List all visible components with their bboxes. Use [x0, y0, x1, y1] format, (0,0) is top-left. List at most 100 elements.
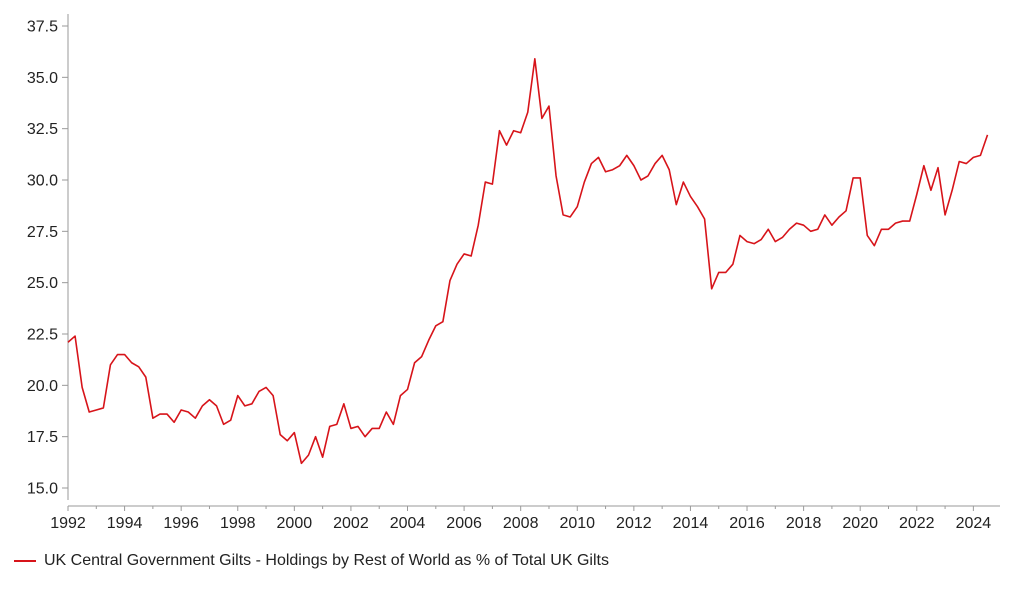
data-point	[350, 428, 352, 430]
data-point	[774, 241, 776, 243]
data-point	[442, 321, 444, 323]
data-point	[159, 413, 161, 415]
x-tick-label: 2016	[729, 515, 765, 532]
x-tick-label: 2008	[503, 515, 539, 532]
data-point	[923, 165, 925, 167]
data-point	[654, 163, 656, 165]
y-tick-label: 15.0	[27, 481, 58, 498]
data-point	[873, 245, 875, 247]
data-point	[902, 220, 904, 222]
data-point	[555, 175, 557, 177]
data-point	[640, 179, 642, 181]
data-point	[682, 181, 684, 183]
data-point	[145, 376, 147, 378]
x-tick-label: 1996	[163, 515, 199, 532]
data-point	[138, 366, 140, 368]
data-point	[958, 161, 960, 163]
data-point	[95, 409, 97, 411]
data-point	[484, 181, 486, 183]
data-point	[265, 386, 267, 388]
data-point	[930, 189, 932, 191]
data-point	[251, 403, 253, 405]
data-point	[124, 354, 126, 356]
data-point	[980, 154, 982, 156]
data-point	[690, 196, 692, 198]
data-point	[612, 169, 614, 171]
data-point	[753, 243, 755, 245]
data-point	[881, 228, 883, 230]
data-point	[428, 339, 430, 341]
data-point	[895, 222, 897, 224]
data-point	[548, 105, 550, 107]
data-point	[746, 241, 748, 243]
axes	[67, 14, 1000, 507]
data-point	[506, 144, 508, 146]
data-point	[74, 335, 76, 337]
data-point	[824, 214, 826, 216]
data-point	[810, 230, 812, 232]
data-point	[279, 434, 281, 436]
data-point	[371, 428, 373, 430]
data-point	[117, 354, 119, 356]
data-point	[180, 409, 182, 411]
data-point	[796, 222, 798, 224]
x-tick-label: 2010	[559, 515, 595, 532]
data-point	[67, 341, 69, 343]
data-point	[859, 177, 861, 179]
data-point	[230, 419, 232, 421]
data-point	[916, 193, 918, 195]
y-tick-label: 27.5	[27, 224, 58, 241]
data-point	[414, 362, 416, 364]
y-tick-label: 32.5	[27, 121, 58, 138]
legend: UK Central Government Gilts - Holdings b…	[14, 552, 609, 570]
data-point	[697, 206, 699, 208]
x-tick-label: 2024	[956, 515, 992, 532]
x-tick-label: 2014	[673, 515, 709, 532]
data-point	[732, 263, 734, 265]
data-point	[286, 440, 288, 442]
data-point	[619, 165, 621, 167]
data-point	[237, 395, 239, 397]
data-point	[322, 456, 324, 458]
data-point	[102, 407, 104, 409]
data-point	[704, 218, 706, 220]
data-point	[258, 391, 260, 393]
y-tick-label: 17.5	[27, 429, 58, 446]
x-tick-label: 2018	[786, 515, 822, 532]
data-point	[357, 426, 359, 428]
data-point	[944, 214, 946, 216]
data-point	[838, 216, 840, 218]
x-tick-label: 2020	[842, 515, 878, 532]
data-point	[718, 272, 720, 274]
data-point	[562, 214, 564, 216]
x-tick-label: 2012	[616, 515, 652, 532]
data-point	[845, 210, 847, 212]
data-point	[187, 411, 189, 413]
data-point	[781, 237, 783, 239]
data-point	[81, 386, 83, 388]
data-point	[88, 411, 90, 413]
data-point	[852, 177, 854, 179]
data-point	[725, 272, 727, 274]
data-point	[385, 411, 387, 413]
data-point	[173, 421, 175, 423]
data-point	[661, 154, 663, 156]
data-point	[675, 204, 677, 206]
data-point	[527, 111, 529, 113]
data-point	[343, 403, 345, 405]
data-point	[131, 362, 133, 364]
data-point	[329, 426, 331, 428]
x-tick-label: 2000	[277, 515, 313, 532]
data-point	[909, 220, 911, 222]
data-point	[583, 181, 585, 183]
data-point	[668, 169, 670, 171]
data-point	[789, 228, 791, 230]
data-point	[767, 228, 769, 230]
data-point	[760, 239, 762, 241]
data-point	[499, 130, 501, 132]
data-point	[817, 228, 819, 230]
data-point	[598, 157, 600, 159]
data-point	[400, 395, 402, 397]
x-tick-label: 1998	[220, 515, 256, 532]
data-point	[392, 423, 394, 425]
